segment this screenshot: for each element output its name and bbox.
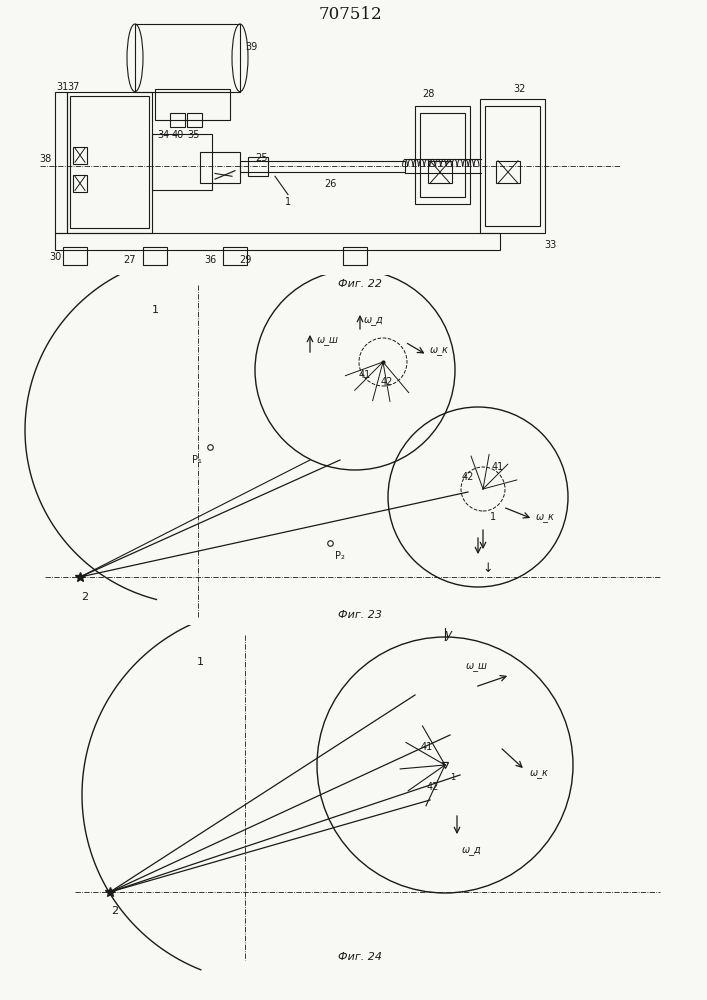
Bar	[70, 96, 149, 228]
Text: 42: 42	[381, 377, 393, 387]
Text: 1: 1	[490, 512, 496, 522]
Text: Фиг. 24: Фиг. 24	[338, 952, 382, 962]
Text: 1: 1	[151, 305, 158, 315]
Bar	[485, 106, 540, 226]
Bar	[170, 113, 185, 127]
Text: 26: 26	[324, 179, 337, 189]
Text: 1: 1	[197, 657, 204, 667]
Bar	[73, 175, 87, 192]
Text: ω_к: ω_к	[430, 345, 449, 355]
Bar	[187, 113, 202, 127]
Bar	[55, 92, 67, 233]
Text: 29: 29	[239, 255, 251, 265]
Text: ω_ш: ω_ш	[317, 335, 339, 345]
Text: 31: 31	[56, 82, 68, 92]
Bar	[63, 247, 87, 265]
Text: 28: 28	[422, 89, 434, 99]
Text: 27: 27	[124, 255, 136, 265]
Bar	[240, 161, 405, 172]
Bar	[480, 99, 545, 233]
Text: 36: 36	[204, 255, 216, 265]
Bar	[155, 89, 230, 120]
Text: 1: 1	[450, 772, 455, 782]
Text: ↓: ↓	[483, 562, 493, 575]
Text: y: y	[444, 628, 452, 641]
Bar	[496, 161, 520, 183]
Bar	[152, 134, 212, 190]
Text: 2: 2	[112, 906, 119, 916]
Text: 41: 41	[421, 742, 433, 752]
Text: 42: 42	[427, 782, 439, 792]
Bar	[73, 147, 87, 164]
Text: Фиг. 23: Фиг. 23	[338, 610, 382, 620]
Text: 33: 33	[544, 240, 556, 250]
Text: ω_д: ω_д	[462, 845, 481, 855]
Bar	[135, 24, 240, 92]
Text: 40: 40	[172, 130, 184, 140]
Bar	[143, 247, 167, 265]
Polygon shape	[215, 171, 235, 179]
Text: 41: 41	[359, 370, 371, 380]
Bar	[67, 92, 152, 233]
Bar	[415, 106, 470, 204]
Text: 1: 1	[285, 197, 291, 207]
Text: 25: 25	[255, 153, 267, 163]
Text: 34: 34	[157, 130, 169, 140]
Text: 38: 38	[39, 154, 51, 164]
Text: 41: 41	[492, 462, 504, 472]
Text: ω_к: ω_к	[536, 512, 555, 522]
Text: 32: 32	[514, 84, 526, 94]
Text: P₂: P₂	[335, 551, 345, 561]
Text: ω_ш: ω_ш	[466, 661, 488, 671]
Text: 42: 42	[462, 472, 474, 482]
Text: P₁: P₁	[192, 455, 202, 465]
Text: 2: 2	[81, 592, 88, 602]
Bar	[428, 161, 452, 183]
Bar	[223, 247, 247, 265]
Bar	[200, 152, 240, 183]
Text: 39: 39	[245, 42, 257, 52]
Bar	[420, 113, 465, 197]
Text: 35: 35	[187, 130, 199, 140]
Text: ω_к: ω_к	[530, 768, 549, 778]
Text: Фиг. 22: Фиг. 22	[338, 279, 382, 289]
Bar	[55, 233, 500, 250]
Text: 707512: 707512	[318, 6, 382, 23]
Bar	[343, 247, 367, 265]
Text: 30: 30	[49, 252, 61, 262]
Text: 37: 37	[67, 82, 79, 92]
Bar	[248, 157, 268, 176]
Text: ω_д: ω_д	[364, 315, 384, 325]
